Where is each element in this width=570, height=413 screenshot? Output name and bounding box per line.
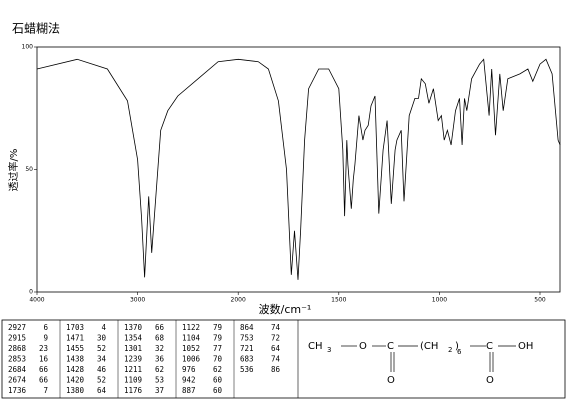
peak-transmittance: 6: [43, 323, 48, 332]
peak-transmittance: 7: [43, 386, 48, 395]
structure-text: ): [455, 341, 459, 352]
peak-wavenumber: 2927: [8, 323, 26, 332]
peak-wavenumber: 942: [182, 376, 196, 385]
peak-transmittance: 37: [155, 386, 164, 395]
peak-transmittance: 66: [39, 376, 49, 385]
peak-transmittance: 16: [39, 355, 49, 364]
peak-wavenumber: 1176: [124, 386, 143, 395]
peak-wavenumber: 2868: [8, 344, 27, 353]
peak-wavenumber: 1211: [124, 365, 142, 374]
peak-transmittance: 72: [271, 334, 280, 343]
structure-text: 6: [457, 348, 462, 356]
peak-transmittance: 9: [43, 334, 48, 343]
peak-wavenumber: 1438: [66, 355, 85, 364]
peak-transmittance: 64: [271, 344, 281, 353]
peak-wavenumber: 1703: [66, 323, 84, 332]
x-tick-label: 1000: [432, 297, 447, 304]
peak-wavenumber: 1370: [124, 323, 143, 332]
peak-transmittance: 52: [97, 344, 106, 353]
x-tick-label: 4000: [29, 297, 44, 304]
peak-transmittance: 52: [97, 376, 106, 385]
structure-text: O: [359, 341, 367, 352]
x-tick-label: 500: [534, 297, 546, 304]
peak-transmittance: 4: [101, 323, 106, 332]
y-tick-label: 50: [25, 166, 33, 173]
peak-transmittance: 66: [39, 365, 49, 374]
peak-transmittance: 79: [213, 334, 222, 343]
peak-wavenumber: 976: [182, 365, 196, 374]
peak-wavenumber: 2915: [8, 334, 26, 343]
plot-frame: [36, 46, 561, 293]
peak-wavenumber: 1052: [182, 344, 200, 353]
peak-transmittance: 79: [213, 323, 222, 332]
structure-text: C: [387, 341, 394, 352]
peak-wavenumber: 1354: [124, 334, 143, 343]
peak-wavenumber: 536: [240, 365, 254, 374]
peak-wavenumber: 887: [182, 386, 196, 395]
structure-text: OH: [518, 341, 533, 352]
peak-transmittance: 74: [271, 355, 281, 364]
peak-transmittance: 34: [97, 355, 107, 364]
peak-transmittance: 46: [97, 365, 107, 374]
peak-wavenumber: 683: [240, 355, 254, 364]
peak-transmittance: 60: [213, 376, 223, 385]
peak-wavenumber: 2853: [8, 355, 26, 364]
peak-transmittance: 62: [155, 365, 164, 374]
structure-text: CH: [308, 341, 323, 352]
x-tick-label: 1500: [331, 297, 346, 304]
structure-text: C: [486, 341, 493, 352]
peak-transmittance: 36: [155, 355, 165, 364]
peak-wavenumber: 1471: [66, 334, 84, 343]
x-tick-label: 2000: [231, 297, 246, 304]
peak-wavenumber: 1109: [124, 376, 142, 385]
peak-wavenumber: 1455: [66, 344, 84, 353]
chart-title: 石蜡糊法: [12, 21, 60, 36]
peak-wavenumber: 1006: [182, 355, 201, 364]
structure-text: O: [486, 375, 494, 386]
peak-wavenumber: 1428: [66, 365, 85, 374]
spectrum-line: [36, 58, 561, 280]
peak-transmittance: 64: [97, 386, 107, 395]
peak-wavenumber: 721: [240, 344, 254, 353]
table-frame: [1, 319, 566, 399]
peak-wavenumber: 1122: [182, 323, 200, 332]
peak-wavenumber: 1104: [182, 334, 201, 343]
peak-wavenumber: 1380: [66, 386, 85, 395]
peak-transmittance: 60: [213, 386, 223, 395]
x-tick-label: 3000: [130, 297, 145, 304]
peak-wavenumber: 1420: [66, 376, 85, 385]
structure-text: (CH: [420, 341, 438, 352]
peak-transmittance: 62: [213, 365, 222, 374]
peak-transmittance: 66: [155, 323, 165, 332]
structure-text: 3: [327, 346, 331, 354]
x-axis-label: 波数/cm⁻¹: [259, 303, 312, 316]
peak-transmittance: 32: [155, 344, 164, 353]
peak-transmittance: 53: [155, 376, 164, 385]
peak-transmittance: 77: [213, 344, 222, 353]
peak-transmittance: 70: [213, 355, 223, 364]
peak-wavenumber: 864: [240, 323, 254, 332]
y-axis-label: 透过率/%: [7, 149, 20, 192]
structure-text: 2: [448, 346, 452, 354]
y-tick-label: 100: [22, 44, 34, 51]
peak-wavenumber: 1239: [124, 355, 142, 364]
y-tick-label: 0: [29, 289, 33, 296]
peak-wavenumber: 753: [240, 334, 254, 343]
peak-transmittance: 86: [271, 365, 281, 374]
peak-transmittance: 23: [39, 344, 48, 353]
peak-wavenumber: 1736: [8, 386, 27, 395]
peak-wavenumber: 2684: [8, 365, 27, 374]
peak-wavenumber: 2674: [8, 376, 27, 385]
peak-wavenumber: 1301: [124, 344, 142, 353]
peak-transmittance: 74: [271, 323, 281, 332]
peak-transmittance: 68: [155, 334, 165, 343]
peak-transmittance: 30: [97, 334, 107, 343]
structure-text: O: [387, 375, 395, 386]
